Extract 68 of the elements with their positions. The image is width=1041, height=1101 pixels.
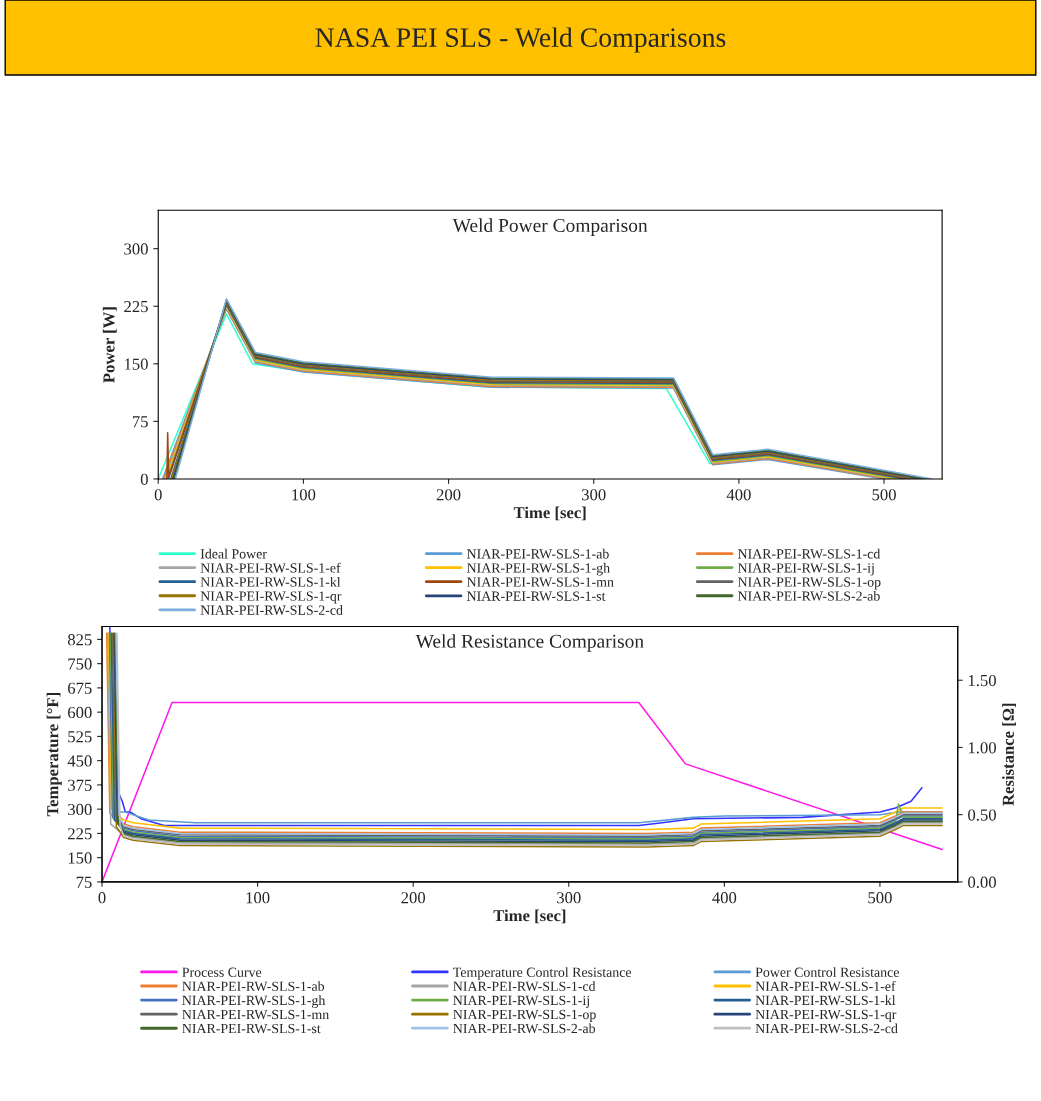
legend-label: NIAR-PEI-RW-SLS-1-ij [737, 563, 874, 576]
x-tick-label: 400 [726, 489, 751, 501]
x-tick-label: 100 [246, 892, 270, 904]
legend-label: NIAR-PEI-RW-SLS-1-ef [755, 981, 896, 992]
y2-tick-label: 1.00 [968, 742, 996, 754]
y-tick-label: 0 [140, 473, 148, 485]
y-axis-title: Power [W] [102, 307, 117, 383]
y-tick-label: 75 [132, 416, 148, 428]
legend-label: NIAR-PEI-RW-SLS-1-ab [466, 548, 609, 559]
legend-label: NIAR-PEI-RW-SLS-1-cd [737, 548, 881, 559]
legend-label: NIAR-PEI-RW-SLS-1-qr [200, 591, 342, 604]
x-axis-title: Time [sec] [513, 506, 586, 521]
y-tick-label: 75 [76, 876, 92, 888]
x-tick-label: 200 [436, 489, 461, 501]
legend-label: NIAR-PEI-RW-SLS-1-op [453, 1009, 596, 1022]
y-tick-label: 375 [68, 779, 92, 791]
y2-tick-label: 0.50 [968, 809, 996, 821]
legend-label: NIAR-PEI-RW-SLS-2-ab [737, 590, 880, 601]
y-tick-label: 600 [68, 706, 92, 719]
legend-label: NIAR-PEI-RW-SLS-1-st [466, 591, 606, 601]
x-tick-label: 300 [557, 892, 581, 904]
legend-label: NIAR-PEI-RW-SLS-2-cd [755, 1023, 898, 1034]
y-tick-label: 300 [68, 803, 92, 816]
legend-label: NIAR-PEI-RW-SLS-1-gh [182, 995, 326, 1008]
y2-tick-label: 0.00 [968, 876, 996, 888]
x-tick-label: 400 [712, 892, 737, 904]
x-tick-label: 500 [872, 489, 896, 501]
legend-label: NIAR-PEI-RW-SLS-1-ef [200, 562, 341, 573]
x-tick-label: 100 [292, 489, 316, 501]
y-tick-label: 300 [124, 243, 148, 255]
y-tick-label: 225 [124, 300, 148, 313]
legend-label: NIAR-PEI-RW-SLS-1-mn [466, 577, 614, 587]
legend-label: NIAR-PEI-RW-SLS-1-kl [200, 576, 341, 587]
x-axis-title: Time [sec] [493, 909, 566, 924]
legend-label: NIAR-PEI-RW-SLS-1-kl [755, 995, 896, 1006]
x-tick-label: 0 [154, 489, 162, 501]
y-axis-title: Temperature [°F] [46, 693, 62, 817]
y-tick-label: 750 [68, 658, 92, 670]
x-tick-label: 500 [868, 892, 892, 904]
legend-label: Ideal Power [200, 548, 267, 559]
legend-label: Temperature Control Resistance [453, 967, 632, 980]
legend-label: NIAR-PEI-RW-SLS-1-ab [182, 981, 325, 992]
y-tick-label: 150 [68, 852, 92, 864]
y-tick-label: 675 [68, 682, 92, 694]
chart-title: Weld Resistance Comparison [415, 634, 644, 652]
legend-label: NIAR-PEI-RW-SLS-1-qr [755, 1009, 897, 1022]
legend-label: NIAR-PEI-RW-SLS-1-cd [453, 981, 596, 992]
y-tick-label: 225 [68, 828, 92, 840]
legend-label: NIAR-PEI-RW-SLS-1-gh [466, 562, 610, 576]
legend-label: NIAR-PEI-RW-SLS-1-st [182, 1023, 321, 1034]
legend-label: NIAR-PEI-RW-SLS-1-mn [182, 1009, 329, 1020]
y-tick-label: 525 [68, 731, 92, 743]
y-tick-label: 450 [67, 755, 92, 767]
text: NASA PEI SLS - Weld Comparisons [315, 27, 726, 53]
legend-label: NIAR-PEI-RW-SLS-2-cd [200, 605, 343, 615]
y2-axis-title: Resistance [Ω] [1002, 703, 1016, 806]
legend-label: Power Control Resistance [755, 967, 899, 977]
legend-label: NIAR-PEI-RW-SLS-1-op [737, 577, 881, 590]
legend-label: NIAR-PEI-RW-SLS-1-ij [453, 995, 589, 1008]
y-tick-label: 150 [124, 358, 148, 370]
legend-label: Process Curve [182, 967, 262, 977]
y2-tick-label: 1.50 [968, 674, 996, 687]
x-tick-label: 0 [98, 892, 106, 904]
y-tick-label: 825 [67, 634, 92, 646]
chart-title: Weld Power Comparison [452, 218, 648, 236]
x-tick-label: 200 [401, 892, 426, 904]
legend-label: NIAR-PEI-RW-SLS-2-ab [453, 1023, 596, 1034]
x-tick-label: 300 [582, 489, 606, 501]
